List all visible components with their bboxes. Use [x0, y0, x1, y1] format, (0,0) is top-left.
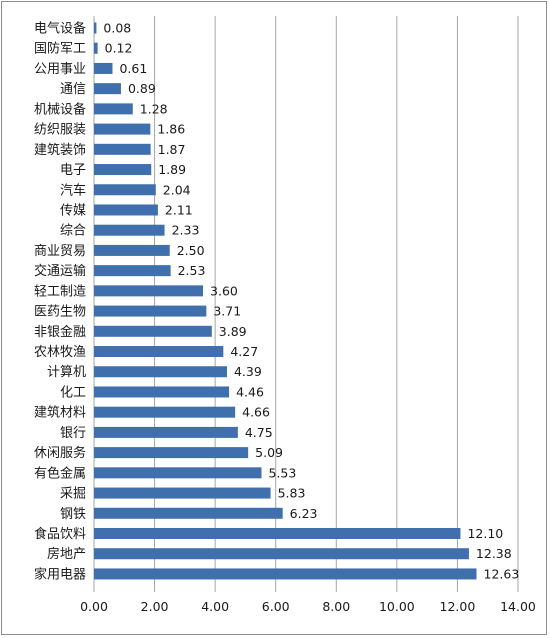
value-label: 4.75 — [245, 425, 273, 440]
category-label: 电气设备 — [34, 21, 86, 37]
category-label: 化工 — [60, 385, 86, 400]
bar — [94, 224, 165, 236]
value-label: 1.86 — [157, 122, 185, 137]
category-label: 计算机 — [47, 365, 86, 380]
category-label: 有色金属 — [34, 465, 86, 481]
value-label: 4.27 — [230, 344, 258, 359]
category-label: 农林牧渔 — [34, 345, 86, 360]
value-label: 12.63 — [484, 566, 520, 581]
value-label: 1.89 — [158, 162, 186, 177]
category-label: 建筑材料 — [34, 405, 86, 421]
bar — [94, 204, 158, 216]
bar — [94, 103, 133, 115]
bar — [94, 244, 170, 256]
value-label: 2.50 — [177, 243, 205, 258]
bar — [94, 386, 230, 398]
bar — [94, 164, 152, 176]
value-label: 0.08 — [103, 21, 131, 36]
x-tick-label: 10.00 — [379, 599, 415, 614]
category-label: 电子 — [60, 163, 86, 178]
bar — [94, 548, 469, 560]
value-label: 12.38 — [476, 546, 512, 561]
bars — [94, 22, 477, 580]
category-label: 休闲服务 — [34, 445, 86, 461]
bar — [94, 123, 151, 135]
value-label: 2.53 — [178, 263, 206, 278]
value-label: 4.39 — [234, 364, 262, 379]
bar — [94, 568, 477, 580]
category-label: 家用电器 — [34, 566, 86, 582]
bar — [94, 62, 113, 74]
bar — [94, 305, 207, 317]
bar — [94, 83, 121, 95]
value-label: 0.12 — [105, 41, 133, 56]
value-label: 2.04 — [163, 182, 191, 197]
bar — [94, 528, 461, 539]
bar — [94, 184, 156, 196]
bar — [94, 346, 224, 358]
category-label: 交通运输 — [34, 263, 86, 279]
category-label: 采掘 — [60, 487, 86, 502]
x-tick-label: 6.00 — [262, 599, 290, 614]
value-label: 3.89 — [219, 324, 247, 339]
bar — [94, 22, 97, 34]
x-tick-label: 8.00 — [322, 599, 350, 614]
value-label: 5.09 — [255, 445, 283, 460]
value-label: 3.60 — [210, 283, 238, 298]
category-label: 轻工制造 — [34, 284, 86, 299]
bar — [94, 325, 212, 337]
bar — [94, 467, 262, 479]
category-label: 非银金融 — [34, 324, 86, 340]
category-label: 钢铁 — [60, 507, 86, 522]
x-tick-label: 12.00 — [440, 599, 476, 614]
category-label: 公用事业 — [34, 62, 86, 77]
value-label: 1.87 — [158, 142, 186, 157]
value-label: 5.83 — [278, 486, 306, 501]
category-label: 商业贸易 — [34, 244, 86, 259]
value-label: 0.61 — [119, 61, 147, 76]
category-label: 医药生物 — [34, 305, 86, 320]
value-label: 12.10 — [467, 526, 503, 541]
value-label: 0.89 — [128, 81, 156, 96]
category-labels: 电气设备国防军工公用事业通信机械设备纺织服装建筑装饰电子汽车传媒综合商业贸易交通… — [34, 21, 86, 583]
bar — [94, 507, 283, 519]
value-label: 3.71 — [213, 304, 241, 319]
value-label: 2.33 — [172, 223, 200, 238]
bar — [94, 366, 227, 378]
bar — [94, 447, 249, 459]
bar — [94, 143, 151, 155]
category-label: 机械设备 — [34, 101, 86, 117]
category-label: 银行 — [60, 426, 86, 441]
category-label: 通信 — [60, 82, 86, 97]
value-label: 4.66 — [242, 405, 270, 420]
value-labels: 0.08 0.12 0.61 0.89 1.28 1.86 1.87 1.89 2.04 2.11… — [103, 21, 519, 582]
bar — [94, 42, 98, 54]
category-label: 传媒 — [60, 203, 86, 218]
category-label: 房地产 — [47, 546, 86, 562]
bar — [94, 285, 204, 297]
category-label: 国防军工 — [34, 41, 86, 57]
category-label: 综合 — [60, 224, 86, 239]
bar — [94, 265, 171, 277]
value-label: 4.46 — [236, 384, 264, 399]
x-axis-tick-labels: 0.00 2.00 4.00 6.00 8.00 10.00 12.00 14.00 — [80, 599, 536, 614]
x-tick-label: 2.00 — [141, 599, 169, 614]
value-label: 6.23 — [290, 506, 318, 521]
value-label: 2.11 — [165, 202, 193, 217]
bar — [94, 406, 236, 418]
x-tick-label: 14.00 — [500, 599, 536, 614]
bar — [94, 426, 238, 438]
category-label: 汽车 — [60, 182, 86, 198]
category-label: 纺织服装 — [34, 123, 86, 138]
x-tick-label: 4.00 — [201, 599, 229, 614]
category-label: 建筑装饰 — [34, 142, 86, 158]
category-label: 食品饮料 — [34, 526, 86, 542]
x-tick-label: 0.00 — [80, 599, 108, 614]
bar — [94, 487, 271, 499]
value-label: 5.53 — [268, 465, 296, 480]
value-label: 1.28 — [140, 101, 168, 116]
